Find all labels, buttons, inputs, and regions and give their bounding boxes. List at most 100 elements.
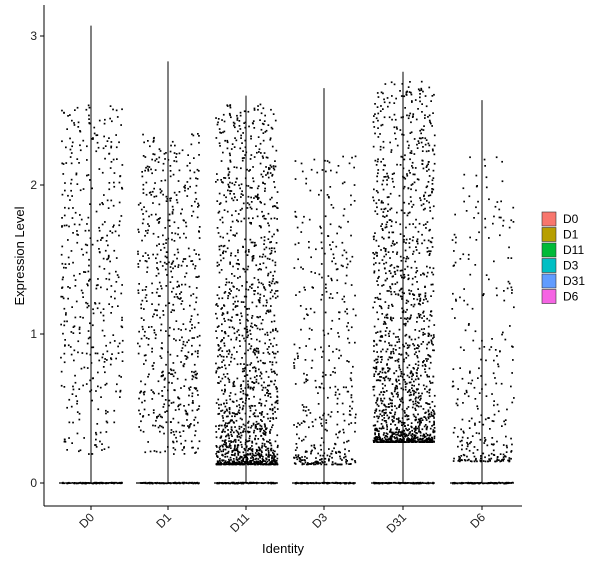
data-point xyxy=(110,145,113,148)
data-point xyxy=(178,339,181,341)
data-point xyxy=(250,283,253,286)
data-point xyxy=(388,101,391,104)
data-point xyxy=(377,373,379,376)
data-point xyxy=(404,317,406,320)
data-point xyxy=(162,243,165,245)
data-point xyxy=(226,409,228,412)
data-point xyxy=(272,165,275,167)
data-point xyxy=(314,272,316,274)
data-point xyxy=(268,247,271,250)
data-point xyxy=(263,423,266,425)
data-point xyxy=(405,433,408,436)
data-point xyxy=(84,271,87,273)
data-point xyxy=(417,405,420,408)
data-point xyxy=(197,394,199,396)
data-point xyxy=(84,243,87,246)
data-point xyxy=(324,252,326,255)
data-point xyxy=(194,326,196,329)
data-point xyxy=(240,387,243,390)
data-point xyxy=(406,439,408,442)
data-point xyxy=(220,160,223,162)
data-point xyxy=(382,215,384,218)
data-point xyxy=(223,177,225,179)
data-point xyxy=(382,393,385,396)
data-point xyxy=(377,169,380,171)
data-point xyxy=(305,177,308,180)
data-point xyxy=(240,301,243,303)
data-point xyxy=(404,324,407,327)
data-point xyxy=(433,435,436,438)
data-point xyxy=(331,450,334,452)
data-point xyxy=(189,386,192,388)
data-point xyxy=(426,360,428,362)
data-point xyxy=(273,457,275,460)
data-point xyxy=(417,388,419,390)
data-point xyxy=(272,417,274,419)
data-point xyxy=(336,402,339,405)
data-point xyxy=(306,379,309,381)
data-point xyxy=(72,332,75,334)
data-point xyxy=(217,325,220,327)
data-point xyxy=(261,463,264,466)
data-point xyxy=(380,305,382,308)
data-point xyxy=(276,202,278,204)
data-point xyxy=(269,432,271,434)
data-point xyxy=(430,339,433,342)
data-point xyxy=(407,406,410,408)
data-point xyxy=(235,449,238,452)
data-point xyxy=(215,312,217,315)
data-point xyxy=(228,326,231,329)
data-point xyxy=(241,357,243,359)
data-point xyxy=(198,440,201,443)
data-point xyxy=(102,366,105,368)
data-point xyxy=(398,441,400,443)
data-point xyxy=(429,434,432,436)
data-point xyxy=(175,194,178,196)
data-point xyxy=(354,155,357,158)
data-point xyxy=(225,196,227,199)
data-point xyxy=(374,132,376,135)
data-point xyxy=(77,351,79,354)
data-point xyxy=(276,387,278,390)
data-point xyxy=(157,303,160,306)
data-point xyxy=(61,217,63,219)
data-point xyxy=(161,416,163,419)
data-point xyxy=(260,413,263,416)
data-point xyxy=(320,458,322,461)
data-point xyxy=(269,428,272,431)
data-point xyxy=(348,423,350,426)
data-point xyxy=(149,483,151,485)
data-point xyxy=(157,295,160,297)
data-point xyxy=(257,193,259,196)
data-point xyxy=(253,454,256,457)
data-point xyxy=(260,384,263,387)
data-point xyxy=(425,438,428,441)
data-point xyxy=(171,211,174,213)
data-point xyxy=(387,358,390,361)
data-point xyxy=(183,424,185,427)
data-point xyxy=(422,437,424,440)
data-point xyxy=(321,375,324,378)
data-point xyxy=(338,450,340,453)
data-point xyxy=(96,141,99,144)
data-point xyxy=(218,428,220,430)
data-point xyxy=(235,262,238,265)
data-point xyxy=(219,202,222,204)
data-point xyxy=(398,439,400,442)
data-point xyxy=(224,291,227,293)
data-point xyxy=(403,345,406,348)
data-point xyxy=(193,424,196,427)
data-point xyxy=(247,249,250,251)
data-point xyxy=(105,412,107,415)
data-point xyxy=(115,357,117,360)
data-point xyxy=(253,395,255,398)
data-point xyxy=(403,373,405,376)
data-point xyxy=(297,455,299,458)
data-point xyxy=(225,408,228,411)
data-point xyxy=(185,272,188,275)
data-point xyxy=(235,338,238,341)
data-point xyxy=(269,172,272,174)
data-point xyxy=(270,444,273,447)
data-point xyxy=(251,315,254,317)
data-point xyxy=(410,266,413,269)
